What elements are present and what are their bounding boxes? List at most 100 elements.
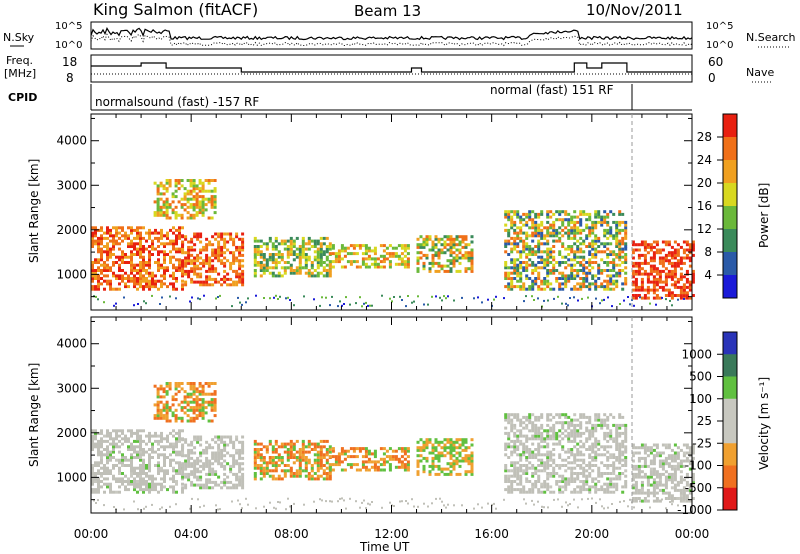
velocity-cell — [624, 450, 628, 454]
velocity-cell — [516, 453, 520, 457]
velocity-cell — [582, 431, 586, 435]
velocity-cell — [166, 469, 169, 473]
power-cell — [181, 240, 185, 244]
power-cell — [679, 288, 683, 292]
power-cell — [531, 287, 535, 291]
velocity-cell — [470, 470, 474, 474]
power-cell — [652, 275, 656, 279]
power-cell — [109, 253, 112, 256]
power-cell — [425, 243, 429, 247]
velocity-cell — [621, 485, 625, 489]
velocity-cell — [91, 445, 94, 449]
velocity-cell — [507, 469, 511, 473]
power-cell — [238, 264, 242, 268]
velocity-cell — [615, 477, 619, 481]
velocity-cell — [186, 392, 190, 396]
power-cell — [283, 242, 287, 246]
power-cell — [655, 283, 659, 287]
power-cell — [543, 261, 547, 264]
power-cell — [519, 250, 523, 254]
velocity-cell — [591, 423, 595, 427]
velocity-cell — [346, 455, 350, 459]
power-cell — [213, 197, 217, 201]
power-cell — [640, 283, 644, 287]
power-cell — [189, 192, 193, 196]
velocity-cell — [452, 464, 456, 468]
power-cell — [160, 231, 163, 235]
power-cell — [211, 251, 215, 255]
power-cell — [569, 297, 571, 299]
velocity-cell — [364, 465, 368, 469]
velocity-cell — [461, 443, 465, 447]
velocity-cell — [91, 466, 94, 470]
power-cell — [183, 195, 187, 199]
velocity-cell — [416, 448, 420, 452]
power-cell — [422, 243, 426, 247]
velocity-cell — [582, 461, 586, 465]
velocity-cell — [91, 469, 94, 473]
velocity-cell — [591, 458, 595, 462]
velocity-cell — [130, 469, 133, 473]
velocity-cell — [649, 462, 653, 466]
velocity-cell — [229, 480, 233, 484]
power-cell — [118, 231, 121, 235]
power-cell — [637, 267, 641, 271]
velocity-cell — [546, 474, 550, 478]
power-cell — [180, 213, 184, 217]
power-cell — [106, 279, 109, 283]
power-cell — [513, 242, 517, 246]
power-cell — [207, 189, 211, 193]
velocity-cell — [190, 480, 194, 484]
velocity-cell — [91, 477, 94, 481]
velocity-cell — [289, 456, 293, 459]
power-cell — [113, 304, 115, 307]
power-cell — [115, 231, 118, 235]
velocity-cell — [643, 497, 647, 500]
velocity-cell — [204, 382, 208, 385]
velocity-cell — [223, 480, 227, 484]
power-cell — [507, 285, 511, 289]
power-cell — [181, 259, 185, 263]
velocity-cell — [455, 451, 459, 455]
velocity-cell — [594, 423, 598, 427]
power-cell — [673, 269, 677, 273]
velocity-cell — [196, 483, 200, 487]
power-cell — [286, 261, 290, 264]
power-cell — [661, 285, 665, 289]
power-cell — [558, 285, 562, 289]
velocity-cell — [175, 461, 178, 465]
velocity-cell — [609, 477, 613, 481]
power-cell — [603, 234, 607, 238]
power-cell — [241, 232, 245, 236]
power-cell — [528, 247, 532, 251]
power-cell — [178, 226, 181, 230]
power-cell — [594, 239, 598, 243]
power-cell — [652, 259, 656, 263]
power-cell — [597, 271, 601, 275]
power-cell — [313, 269, 317, 272]
power-cell — [428, 235, 432, 239]
power-cell — [159, 184, 163, 188]
power-cell — [615, 271, 619, 275]
velocity-cell — [262, 456, 266, 459]
velocity-cell — [623, 500, 625, 503]
velocity-cell — [184, 462, 188, 466]
power-cell — [112, 239, 115, 243]
velocity-cell — [205, 464, 209, 468]
velocity-cell — [181, 446, 185, 450]
velocity-cell — [646, 494, 650, 498]
power-cell — [94, 226, 97, 230]
velocity-cell — [100, 442, 103, 446]
power-cell — [121, 234, 124, 238]
power-cell — [467, 267, 471, 271]
power-cell — [202, 261, 206, 265]
power-cell — [655, 272, 659, 276]
power-cell — [552, 269, 556, 272]
power-cell — [582, 242, 586, 246]
velocity-cell — [664, 480, 668, 484]
velocity-cell — [619, 500, 621, 503]
power-cell — [585, 236, 589, 240]
velocity-cell — [528, 421, 532, 425]
power-cell — [606, 247, 610, 251]
power-cell — [667, 253, 671, 257]
